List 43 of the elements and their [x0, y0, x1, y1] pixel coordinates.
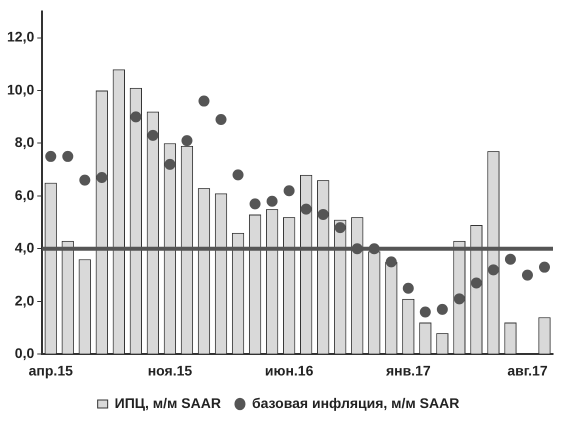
y-tick-label: 4,0	[14, 240, 34, 256]
x-tick-label: ноя.15	[148, 362, 192, 378]
y-tick-label: 12,0	[7, 28, 34, 45]
x-tick-label: авг.17	[507, 362, 548, 378]
legend-label: ИПЦ, м/м SAAR	[114, 394, 221, 411]
point	[79, 174, 90, 186]
point	[488, 264, 499, 276]
point	[45, 150, 56, 162]
point	[284, 185, 295, 196]
point	[266, 196, 278, 207]
legend-label: базовая инфляция, м/м SAAR	[252, 394, 460, 411]
point	[216, 114, 227, 126]
point	[164, 158, 176, 170]
y-tick-label: 6,0	[14, 186, 34, 203]
x-tick-label: янв.17	[386, 362, 431, 378]
point	[232, 169, 244, 180]
point	[522, 270, 533, 281]
point	[454, 293, 465, 304]
point	[96, 172, 108, 184]
point	[300, 204, 312, 215]
point	[318, 208, 329, 220]
y-tick-label: 10,0	[7, 81, 34, 98]
point	[198, 96, 210, 107]
y-tick-label: 8,0	[14, 134, 34, 150]
point	[436, 304, 448, 315]
point	[62, 150, 74, 162]
point	[538, 262, 550, 273]
point	[504, 254, 516, 265]
y-tick-label: 0,0	[14, 345, 34, 362]
x-tick-label: июн.16	[264, 362, 314, 378]
x-tick-label: апр.15	[28, 362, 74, 378]
point	[368, 243, 380, 254]
point	[130, 111, 142, 122]
y-tick-label: 2,0	[14, 292, 34, 308]
point	[334, 222, 346, 234]
point	[352, 243, 363, 254]
point	[470, 278, 482, 289]
point	[250, 198, 261, 210]
point	[386, 256, 397, 268]
point	[402, 282, 414, 294]
point	[420, 306, 431, 318]
point	[147, 130, 158, 141]
point	[181, 135, 192, 146]
